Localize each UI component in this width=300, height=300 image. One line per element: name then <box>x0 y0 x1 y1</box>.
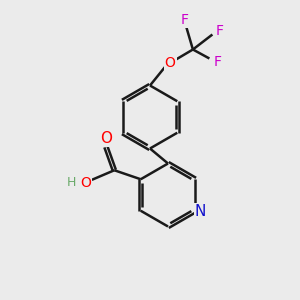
Text: O: O <box>100 131 112 146</box>
Text: F: F <box>216 24 224 38</box>
Text: O: O <box>165 56 176 70</box>
Text: H: H <box>67 176 76 189</box>
Text: O: O <box>80 176 91 190</box>
Text: N: N <box>195 204 206 219</box>
Text: F: F <box>214 55 222 69</box>
Text: F: F <box>181 13 189 26</box>
